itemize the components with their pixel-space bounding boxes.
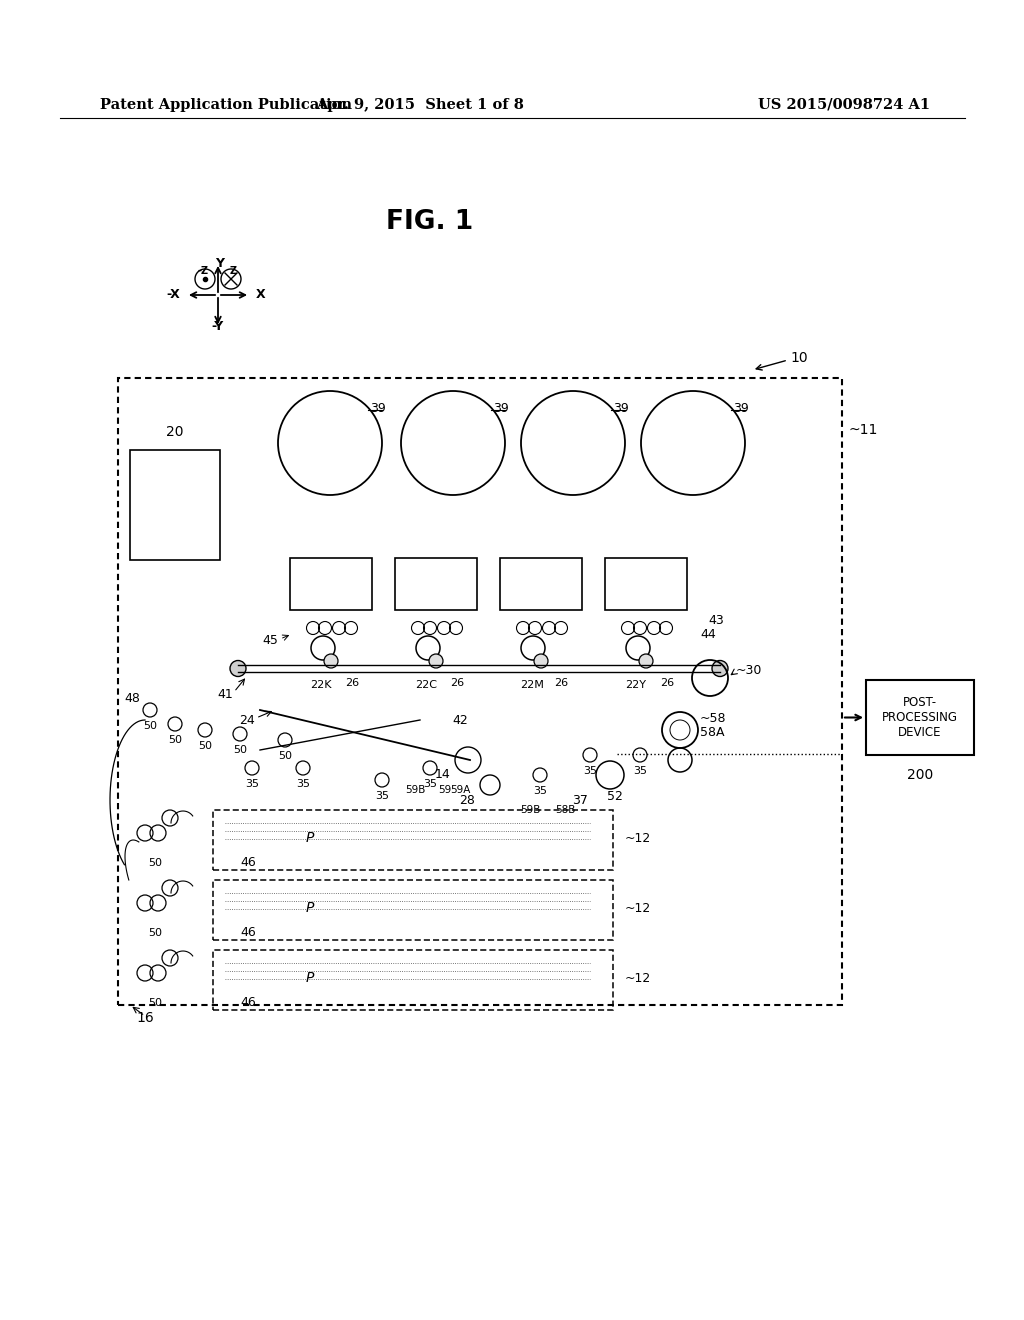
Text: 10: 10 <box>790 351 808 366</box>
Bar <box>213 810 613 870</box>
Text: P: P <box>306 832 314 845</box>
Text: ~30: ~30 <box>736 664 763 676</box>
Text: 22M: 22M <box>520 680 544 690</box>
Text: 35: 35 <box>423 779 437 789</box>
Text: 20: 20 <box>166 425 183 440</box>
Text: 26: 26 <box>345 678 359 688</box>
Bar <box>395 558 477 610</box>
Text: 58A: 58A <box>700 726 725 739</box>
Text: 50: 50 <box>168 735 182 744</box>
Bar <box>290 558 372 610</box>
Text: 39: 39 <box>493 401 509 414</box>
Text: 59B: 59B <box>520 805 541 814</box>
Text: 39: 39 <box>613 401 629 414</box>
Text: 35: 35 <box>375 791 389 801</box>
Circle shape <box>712 660 728 676</box>
Text: ~12: ~12 <box>625 902 651 915</box>
Text: 50: 50 <box>143 721 157 731</box>
Text: 48: 48 <box>124 692 140 705</box>
Text: ~11: ~11 <box>848 422 878 437</box>
Circle shape <box>639 653 653 668</box>
Text: 43: 43 <box>708 614 724 627</box>
Text: US 2015/0098724 A1: US 2015/0098724 A1 <box>758 98 930 112</box>
Circle shape <box>324 653 338 668</box>
Circle shape <box>230 660 246 676</box>
Text: 58B: 58B <box>555 805 575 814</box>
Bar <box>500 558 582 610</box>
Text: 59B: 59B <box>404 785 425 795</box>
Text: 41: 41 <box>217 688 233 701</box>
Text: 35: 35 <box>245 779 259 789</box>
Bar <box>213 880 613 940</box>
Bar <box>866 680 974 755</box>
Text: 39: 39 <box>370 401 386 414</box>
Bar <box>213 950 613 1010</box>
Text: 35: 35 <box>583 766 597 776</box>
Text: 35: 35 <box>534 785 547 796</box>
Text: ~12: ~12 <box>625 832 651 845</box>
Text: 50: 50 <box>148 998 162 1008</box>
Text: 22C: 22C <box>415 680 437 690</box>
Text: -X: -X <box>166 289 180 301</box>
Text: POST-
PROCESSING
DEVICE: POST- PROCESSING DEVICE <box>882 696 958 739</box>
Text: 50: 50 <box>233 744 247 755</box>
Text: Apr. 9, 2015  Sheet 1 of 8: Apr. 9, 2015 Sheet 1 of 8 <box>316 98 524 112</box>
Text: Patent Application Publication: Patent Application Publication <box>100 98 352 112</box>
Text: 52: 52 <box>607 789 623 803</box>
Text: 16: 16 <box>136 1011 154 1026</box>
Text: 14: 14 <box>434 768 450 781</box>
Text: 45: 45 <box>262 634 278 647</box>
Text: 46: 46 <box>240 857 256 870</box>
Text: 59: 59 <box>438 785 452 795</box>
Text: X: X <box>256 289 265 301</box>
Text: Z: Z <box>229 267 237 276</box>
Text: 50: 50 <box>148 928 162 939</box>
Text: 35: 35 <box>633 766 647 776</box>
Text: Y: Y <box>215 257 224 271</box>
Text: 26: 26 <box>450 678 464 688</box>
Text: ~58: ~58 <box>700 711 726 725</box>
Text: -Z: -Z <box>198 267 209 276</box>
Bar <box>130 450 220 560</box>
Text: 50: 50 <box>198 741 212 751</box>
Text: 46: 46 <box>240 997 256 1010</box>
Circle shape <box>534 653 548 668</box>
Text: 50: 50 <box>148 858 162 869</box>
Bar <box>605 558 687 610</box>
Text: P: P <box>306 972 314 985</box>
Text: 28: 28 <box>459 793 475 807</box>
Text: 200: 200 <box>907 768 933 781</box>
Circle shape <box>429 653 443 668</box>
Text: 59A: 59A <box>450 785 470 795</box>
Text: 50: 50 <box>278 751 292 762</box>
Text: FIG. 1: FIG. 1 <box>386 209 474 235</box>
Text: 26: 26 <box>660 678 674 688</box>
Text: 22Y: 22Y <box>625 680 646 690</box>
Text: ~12: ~12 <box>625 972 651 985</box>
Text: 46: 46 <box>240 927 256 940</box>
Bar <box>118 378 842 1005</box>
Text: -Y: -Y <box>212 319 224 333</box>
Text: 26: 26 <box>554 678 568 688</box>
Text: 35: 35 <box>296 779 310 789</box>
Text: 39: 39 <box>733 401 749 414</box>
Text: 37: 37 <box>572 793 588 807</box>
Text: 44: 44 <box>700 627 716 640</box>
Text: 22K: 22K <box>310 680 332 690</box>
Text: 42: 42 <box>453 714 468 726</box>
Text: 24: 24 <box>240 714 255 726</box>
Text: P: P <box>306 902 314 915</box>
